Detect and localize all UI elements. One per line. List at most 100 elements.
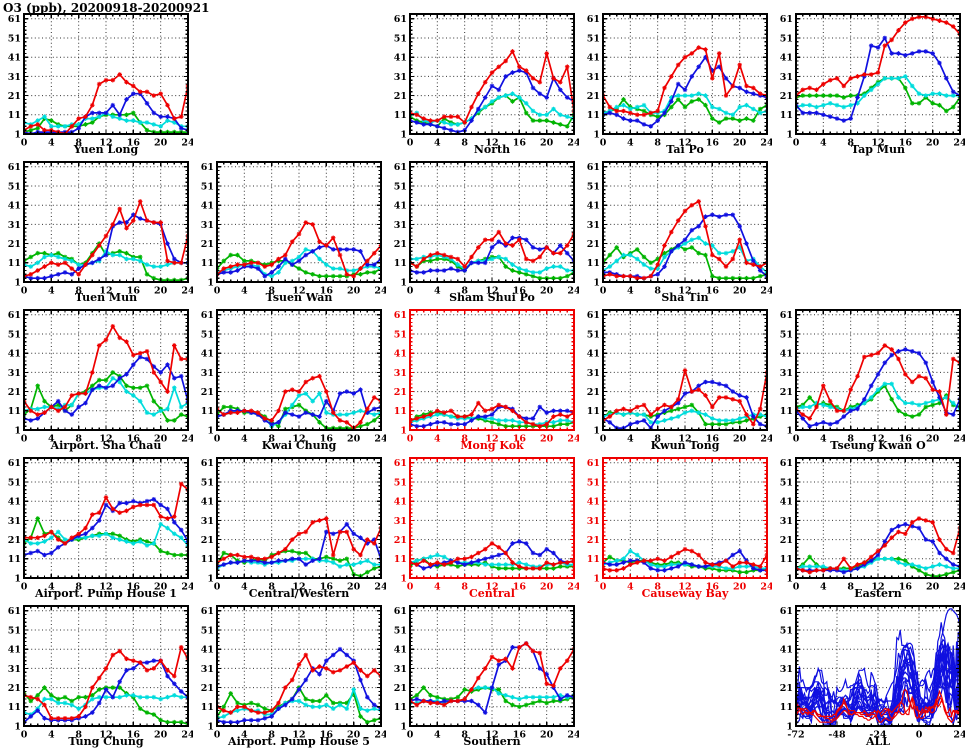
axis-ticks (23, 606, 189, 727)
svg-text:4: 4 (434, 286, 441, 297)
svg-text:8: 8 (654, 286, 661, 297)
svg-text:20: 20 (540, 582, 554, 593)
svg-text:16: 16 (899, 138, 913, 149)
series-group (216, 516, 382, 579)
svg-text:41: 41 (780, 53, 793, 64)
svg-text:20: 20 (926, 434, 940, 445)
svg-text:8: 8 (654, 138, 661, 149)
svg-text:-24: -24 (869, 730, 887, 741)
axis-ticks (795, 606, 961, 727)
svg-text:61: 61 (201, 606, 214, 617)
gridlines (410, 458, 574, 578)
svg-text:11: 11 (587, 406, 600, 417)
axis-ticks (409, 14, 575, 135)
svg-text:41: 41 (780, 349, 793, 360)
svg-text:51: 51 (587, 477, 600, 488)
svg-text:12: 12 (292, 286, 305, 297)
axis-ticks (602, 14, 768, 135)
svg-text:12: 12 (292, 730, 305, 741)
svg-text:8: 8 (461, 286, 468, 297)
svg-text:24: 24 (374, 434, 386, 445)
page-title: O3 (ppb), 20200918-20200921 (3, 1, 210, 15)
svg-text:31: 31 (201, 220, 214, 231)
svg-text:20: 20 (926, 138, 940, 149)
svg-text:12: 12 (678, 286, 691, 297)
svg-text:8: 8 (847, 138, 854, 149)
chart-airport-sha-chau: 1 11 21 31 41 51 61 0 4 8 12 16 20 24 Airport. Sha Cha… (0, 304, 195, 452)
svg-text:24: 24 (181, 138, 193, 149)
axis-ticks (409, 162, 575, 283)
chart-airport-pump-house-1: 1 11 21 31 41 51 61 0 4 8 12 16 20 24 Airport. Pump Ho… (0, 452, 195, 600)
gridlines (603, 458, 767, 578)
svg-text:61: 61 (780, 14, 793, 25)
svg-text:20: 20 (733, 582, 747, 593)
chart-yuen-long: 1 11 21 31 41 51 61 0 4 8 12 16 20 24 Yuen Long (0, 8, 195, 156)
svg-text:8: 8 (461, 730, 468, 741)
chart-title: Tseung Kwan O (830, 439, 926, 452)
svg-text:0: 0 (21, 582, 28, 593)
svg-text:24: 24 (567, 434, 579, 445)
svg-text:0: 0 (793, 582, 800, 593)
svg-text:8: 8 (268, 434, 275, 445)
svg-text:4: 4 (820, 582, 827, 593)
svg-text:16: 16 (513, 286, 527, 297)
svg-text:21: 21 (8, 683, 21, 694)
svg-text:11: 11 (780, 554, 793, 565)
series-group (795, 608, 961, 727)
series-group (602, 367, 768, 431)
svg-text:41: 41 (201, 645, 214, 656)
svg-text:0: 0 (407, 582, 414, 593)
chart-sha-tin: 1 11 21 31 41 51 61 0 4 8 12 16 20 24 Sha Tin (579, 156, 774, 304)
svg-text:0: 0 (407, 138, 414, 149)
svg-text:61: 61 (8, 162, 21, 173)
svg-text:51: 51 (587, 33, 600, 44)
series-group (795, 516, 961, 579)
svg-text:20: 20 (154, 286, 168, 297)
series-group (216, 646, 382, 725)
svg-text:1: 1 (14, 425, 21, 436)
svg-text:12: 12 (485, 582, 498, 593)
svg-text:1: 1 (400, 129, 407, 140)
svg-text:31: 31 (394, 72, 407, 83)
svg-text:4: 4 (241, 582, 248, 593)
svg-text:1: 1 (207, 277, 214, 288)
svg-text:16: 16 (127, 286, 141, 297)
chart-title: Tung Chung (68, 735, 143, 748)
svg-text:24: 24 (181, 434, 193, 445)
svg-text:8: 8 (461, 434, 468, 445)
svg-text:12: 12 (99, 138, 112, 149)
axis-ticks (795, 458, 961, 579)
svg-text:11: 11 (587, 110, 600, 121)
svg-text:11: 11 (201, 258, 214, 269)
series-group (409, 229, 575, 281)
svg-text:8: 8 (461, 582, 468, 593)
svg-text:4: 4 (48, 138, 55, 149)
svg-text:1: 1 (207, 573, 214, 584)
svg-text:1: 1 (400, 721, 407, 732)
svg-text:31: 31 (8, 220, 21, 231)
svg-text:12: 12 (678, 138, 691, 149)
svg-text:24: 24 (181, 582, 193, 593)
svg-text:16: 16 (706, 434, 720, 445)
chart-title: Eastern (854, 587, 902, 600)
axis-ticks (216, 458, 382, 579)
svg-text:0: 0 (793, 138, 800, 149)
svg-text:16: 16 (127, 138, 141, 149)
series-group (602, 199, 768, 281)
svg-text:16: 16 (513, 730, 527, 741)
svg-text:61: 61 (587, 14, 600, 25)
svg-text:51: 51 (201, 329, 214, 340)
